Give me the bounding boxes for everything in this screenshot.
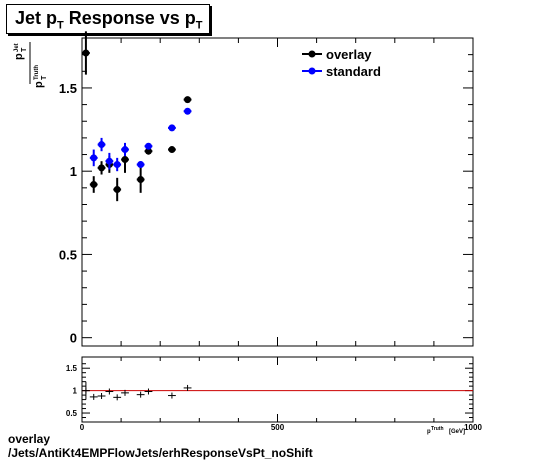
x-label-p: p — [427, 429, 431, 435]
y-label-num-sup: Jet — [14, 43, 20, 52]
footer-path: /Jets/AntiKt4EMPFlowJets/erhResponseVsPt… — [8, 446, 313, 460]
ratio-plot-frame — [81, 356, 474, 423]
x-label-unit: [GeV] — [449, 429, 465, 435]
standard-point — [121, 146, 129, 154]
legend-standard-marker — [308, 67, 316, 75]
overlay-point — [82, 49, 90, 57]
main-y-tick-label: 1 — [70, 164, 77, 179]
standard-point — [144, 142, 152, 150]
y-label-den-sup: Truth — [34, 65, 40, 80]
main-y-tick-label: 0.5 — [59, 247, 77, 262]
ratio-y-tick-label: 0.5 — [66, 409, 78, 418]
overlay-point — [90, 181, 98, 189]
standard-point — [184, 107, 192, 115]
legend-overlay-label: overlay — [326, 47, 372, 62]
ratio-x-tick-label: 1000 — [464, 423, 482, 432]
overlay-point — [168, 146, 176, 154]
main-y-tick-label: 1.5 — [59, 81, 77, 96]
standard-point — [113, 161, 121, 169]
ratio-y-tick-label: 1 — [73, 387, 78, 396]
y-label-num-sub: T — [21, 47, 28, 52]
ratio-x-tick-label: 500 — [271, 423, 285, 432]
ratio-x-axis-label: p Truth [GeV] — [427, 426, 465, 435]
overlay-point — [144, 147, 152, 155]
series-overlay — [82, 31, 192, 202]
overlay-point — [137, 176, 145, 184]
series-standard — [89, 107, 192, 172]
ratio-y-tick-label: 1.5 — [66, 364, 78, 373]
standard-point — [168, 124, 176, 132]
overlay-point — [113, 186, 121, 194]
overlay-point — [121, 156, 129, 164]
standard-point — [98, 141, 106, 149]
standard-point — [90, 154, 98, 162]
legend-standard-label: standard — [326, 64, 381, 79]
overlay-point — [98, 164, 106, 172]
overlay-point — [184, 96, 192, 104]
series-ratio — [82, 381, 192, 401]
chart-title-box: Jet pT Response vs pT — [6, 4, 210, 34]
footer-label: overlay — [8, 432, 51, 446]
standard-point — [137, 161, 145, 169]
ratio-x-tick-label: 0 — [80, 423, 85, 432]
x-label-sup: Truth — [431, 426, 444, 432]
y-label-num: p — [13, 53, 25, 60]
y-label-den: p — [33, 81, 45, 88]
chart-title: Jet pT Response vs pT — [15, 8, 203, 32]
standard-point — [105, 157, 113, 165]
legend-overlay-marker — [308, 50, 316, 58]
y-label-den-sub: T — [41, 75, 48, 80]
main-y-tick-label: 0 — [70, 331, 77, 346]
